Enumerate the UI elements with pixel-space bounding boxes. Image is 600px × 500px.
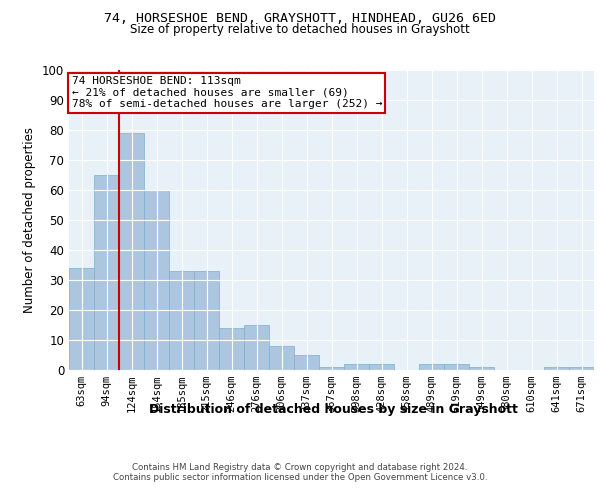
Bar — [69, 268, 94, 370]
Text: Contains HM Land Registry data © Crown copyright and database right 2024.: Contains HM Land Registry data © Crown c… — [132, 462, 468, 471]
Bar — [419, 364, 444, 370]
Bar — [194, 271, 219, 370]
Bar — [244, 325, 269, 370]
Bar — [219, 328, 244, 370]
Bar — [544, 367, 569, 370]
Bar — [469, 367, 494, 370]
Text: Contains public sector information licensed under the Open Government Licence v3: Contains public sector information licen… — [113, 472, 487, 482]
Bar — [119, 133, 144, 370]
Bar — [569, 367, 594, 370]
Bar — [94, 175, 119, 370]
Bar — [144, 190, 169, 370]
Text: 74, HORSESHOE BEND, GRAYSHOTT, HINDHEAD, GU26 6ED: 74, HORSESHOE BEND, GRAYSHOTT, HINDHEAD,… — [104, 12, 496, 26]
Text: Distribution of detached houses by size in Grayshott: Distribution of detached houses by size … — [149, 402, 517, 415]
Bar — [269, 346, 294, 370]
Text: 74 HORSESHOE BEND: 113sqm
← 21% of detached houses are smaller (69)
78% of semi-: 74 HORSESHOE BEND: 113sqm ← 21% of detac… — [71, 76, 382, 109]
Bar — [169, 271, 194, 370]
Bar — [319, 367, 344, 370]
Bar — [444, 364, 469, 370]
Bar — [294, 355, 319, 370]
Y-axis label: Number of detached properties: Number of detached properties — [23, 127, 37, 313]
Bar — [369, 364, 394, 370]
Text: Size of property relative to detached houses in Grayshott: Size of property relative to detached ho… — [130, 22, 470, 36]
Bar — [344, 364, 369, 370]
